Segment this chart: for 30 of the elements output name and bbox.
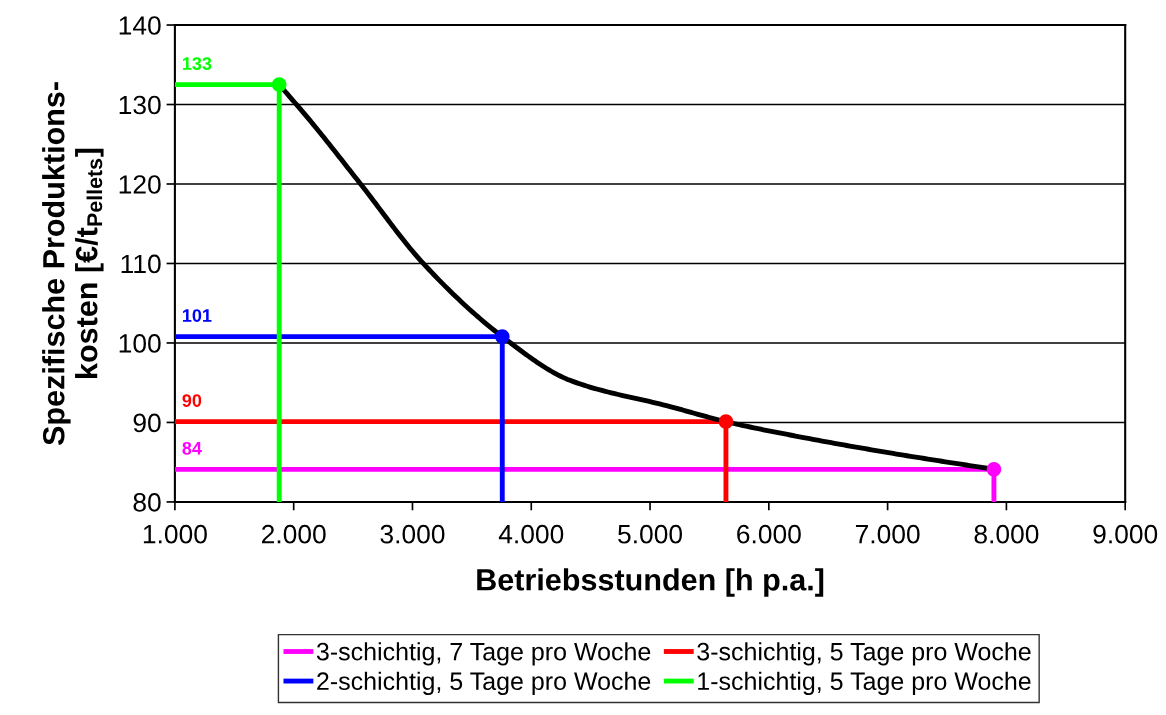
x-tick-label: 8.000 [974,524,1039,544]
legend-label: 3-schichtig, 5 Tage pro Woche [697,642,1031,666]
data-label: 90 [182,394,202,407]
legend-label: 1-schichtig, 5 Tage pro Woche [698,671,1031,695]
data-label: 101 [182,309,212,322]
data-label: 133 [182,57,212,70]
y-tick-label: 90 [133,413,161,433]
x-tick-label: 9.000 [1093,524,1158,544]
y-axis-title: Spezifische Produktions- kosten [€/t$_{Pellets}$] [42,82,104,446]
legend-label: 3-schichtig, 7 Tage pro Woche [316,642,651,666]
y-tick-label: 80 [133,493,161,512]
y-tick-label: 140 [119,16,161,35]
x-axis-title: Betriebsstunden [h p.a.] [477,568,824,597]
y-tick-label: 120 [119,175,161,194]
legend-label: 2-schichtig, 5 Tage pro Woche [317,671,651,695]
point [494,329,510,344]
y-tick-label: 100 [119,334,161,353]
x-tick-label: 6.000 [737,524,801,544]
x-tick-label: 2.000 [262,524,326,544]
point [718,414,734,429]
x-tick-label: 3.000 [380,524,445,544]
x-tick-label: 1.000 [143,524,207,544]
y-tick-label: 110 [121,254,161,274]
x-tick-label: 5.000 [618,524,683,544]
point [271,77,287,92]
y-tick-label: 130 [119,95,161,115]
point [986,462,1002,477]
data-label: 84 [182,441,202,455]
x-tick-label: 7.000 [855,524,920,544]
x-tick-label: 4.000 [498,524,564,544]
